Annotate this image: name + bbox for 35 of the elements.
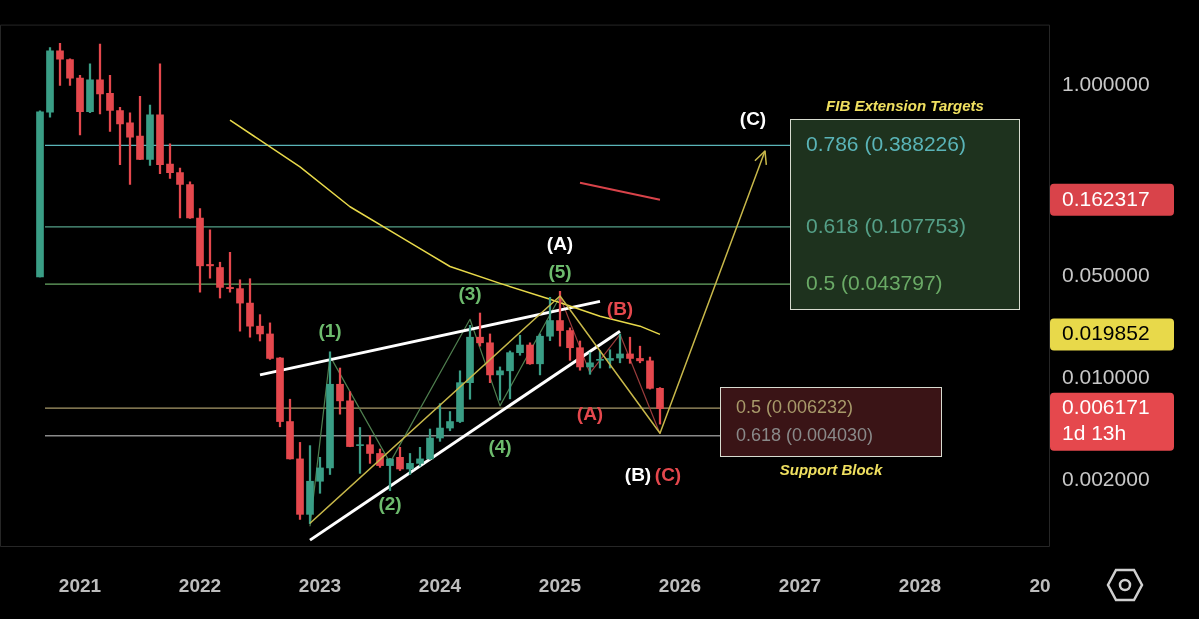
x-tick-label: 2022 [178, 574, 222, 596]
annotation: (C) [739, 107, 767, 129]
y-tick-label: 0.050000 [1062, 262, 1150, 286]
x-tick-label: 2026 [658, 574, 702, 596]
y-tick-label: 1.000000 [1062, 72, 1150, 96]
candlestick [356, 427, 364, 474]
x-tick-label: 2025 [538, 574, 582, 596]
x-tick-label: 2028 [898, 574, 942, 596]
annotation: Support Block [779, 460, 883, 478]
y-tick-label: 0.010000 [1062, 364, 1150, 388]
annotation: (A) [546, 232, 574, 254]
annotation: FIB Extension Targets [826, 96, 984, 114]
annotation: (3) [458, 283, 482, 305]
annotation: (B) [624, 463, 652, 485]
annotation: (4) [488, 436, 512, 458]
annotation: (B) [606, 298, 634, 320]
annotation: (A) [576, 403, 604, 425]
ref-line-label: 0.5 (0.006232) [736, 397, 854, 418]
annotation: (2) [378, 492, 402, 514]
ref-line-label: 0.618 (0.004030) [736, 424, 874, 445]
ref-line-label: 0.618 (0.107753) [806, 213, 966, 237]
text: 0.162317 [1062, 186, 1150, 210]
x-tick-label: 2023 [298, 574, 342, 596]
text: 0.006171 1d 13h [1062, 395, 1150, 445]
annotation: (C) [654, 463, 682, 485]
x-tick-label: 2024 [418, 574, 462, 596]
x-tick-label: 2021 [58, 574, 102, 596]
x-tick-label: 20 [1029, 574, 1051, 596]
ref-line-label: 0.786 (0.388226) [806, 132, 966, 156]
annotation: (1) [318, 320, 342, 342]
ref-line-label: 0.5 (0.043797) [806, 270, 943, 294]
y-tick-label: 0.002000 [1062, 467, 1150, 491]
text: 0.019852 [1062, 321, 1150, 345]
x-tick-label: 2027 [778, 574, 822, 596]
annotation: (5) [548, 260, 572, 282]
